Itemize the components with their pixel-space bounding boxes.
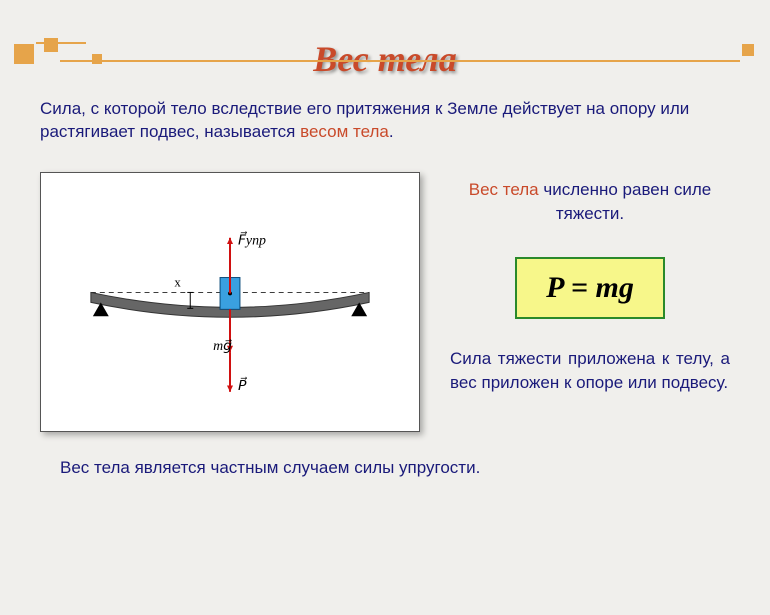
- deco-square: [742, 44, 754, 56]
- stmt1-red: Вес тела: [469, 180, 544, 199]
- deco-square: [44, 38, 58, 52]
- deco-square: [14, 44, 34, 64]
- physics-diagram: F⃗упр x mg⃗ P⃗: [71, 203, 389, 402]
- footer-statement: Вес тела является частным случаем силы у…: [60, 458, 710, 478]
- svg-text:x: x: [174, 274, 181, 289]
- mid-row: F⃗упр x mg⃗ P⃗ Вес тела численно равен силе…: [40, 172, 730, 432]
- svg-text:F⃗упр: F⃗упр: [238, 231, 266, 249]
- diagram-frame: F⃗упр x mg⃗ P⃗: [40, 172, 420, 432]
- statement-1: Вес тела численно равен силе тяжести.: [450, 178, 730, 226]
- right-column: Вес тела численно равен силе тяжести. P …: [450, 172, 730, 432]
- svg-text:P⃗: P⃗: [238, 376, 247, 394]
- deco-square: [92, 54, 102, 64]
- intro-highlight: весом тела: [300, 122, 389, 141]
- intro-text: Сила, с которой тело вследствие его прит…: [40, 98, 730, 144]
- deco-line: [60, 60, 740, 62]
- top-decoration: [0, 38, 770, 68]
- stmt1-blue: численно равен силе тяжести.: [543, 180, 711, 223]
- intro-end: .: [389, 122, 394, 141]
- deco-line: [36, 42, 86, 44]
- formula-box: P = mg: [515, 257, 665, 319]
- svg-text:mg⃗: mg⃗: [213, 339, 232, 354]
- statement-2: Сила тяжести приложена к телу, а вес при…: [450, 347, 730, 395]
